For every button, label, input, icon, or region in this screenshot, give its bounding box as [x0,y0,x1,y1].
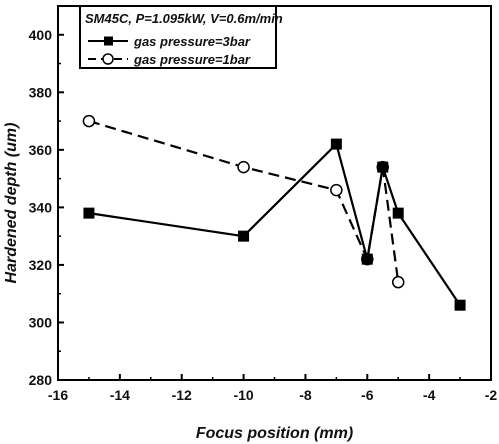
series-line [88,141,461,306]
data-point [330,138,342,150]
y-axis-title: Hardened depth (um) [3,123,20,284]
y-tick-label: 340 [29,199,53,215]
x-tick-label: -4 [423,387,436,403]
data-point [238,230,250,242]
legend-item: gas pressure=1bar [88,52,251,67]
series-layer [82,114,466,311]
data-point [454,299,466,311]
data-point [83,207,95,219]
x-tick-label: -8 [299,387,312,403]
y-tick-label: 300 [29,314,53,330]
series-line [88,120,400,283]
data-point [391,275,405,289]
data-point [330,183,343,197]
y-tick-label: 320 [29,257,53,273]
x-tick-label: -6 [361,387,374,403]
legend-item: gas pressure=3bar [88,34,251,49]
series-gas-pressure-1bar [82,114,405,289]
y-tick-label: 280 [29,372,53,388]
data-point [392,207,404,219]
data-point [377,161,389,173]
legend-label: gas pressure=3bar [133,34,251,49]
y-tick-label: 360 [29,142,53,158]
x-tick-label: -2 [485,387,498,403]
x-tick-label: -16 [48,387,68,403]
legend-label: gas pressure=1bar [133,52,251,67]
data-point [361,253,373,265]
x-tick-label: -10 [233,387,253,403]
legend-marker [102,53,114,65]
axis-ticks [57,33,492,381]
x-axis-title: Focus position (mm) [196,425,353,442]
legend-items: gas pressure=3bar gas pressure=1bar [88,34,251,67]
x-tick-label: -12 [172,387,192,403]
y-tick-label: 380 [29,84,53,100]
tick-labels: -16 -14 -12 -10 -8 -6 -4 -2 280 300 320 340 360 380 40… [29,27,498,403]
data-point [237,160,250,174]
y-tick-label: 400 [29,27,53,43]
series-gas-pressure-3bar [83,138,466,311]
data-point [82,114,96,128]
x-tick-label: -14 [110,387,130,403]
legend-marker [104,36,113,46]
legend-title: SM45C, P=1.095kW, V=0.6m/min [85,11,283,26]
legend: SM45C, P=1.095kW, V=0.6m/min gas pressur… [79,5,283,69]
